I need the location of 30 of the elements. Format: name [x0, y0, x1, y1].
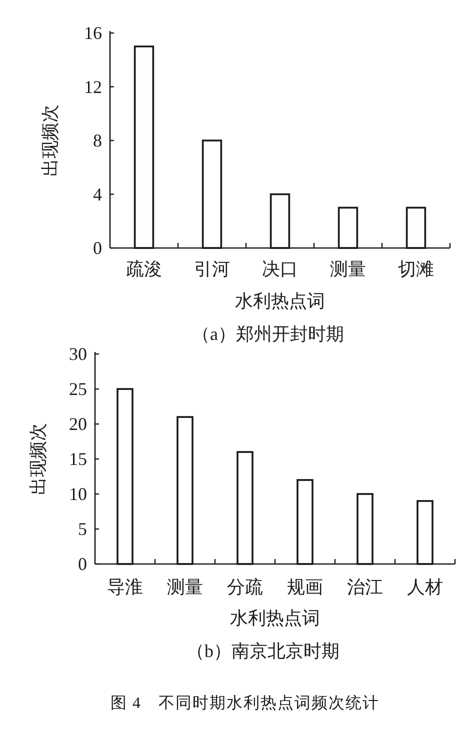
- y-tick-label: 0: [78, 554, 87, 574]
- x-tick-label: 疏浚: [126, 259, 162, 279]
- x-tick-label: 规画: [287, 577, 323, 597]
- x-tick-label: 测量: [167, 577, 203, 597]
- y-tick-label: 0: [93, 238, 102, 258]
- x-tick-label: 切滩: [398, 259, 434, 279]
- x-axis-title: 水利热点词: [235, 291, 325, 311]
- y-tick-label: 25: [69, 379, 87, 399]
- y-axis-title: 出现频次: [40, 104, 60, 176]
- caption: 图 4 不同时期水利热点词频次统计: [110, 694, 380, 712]
- x-axis-title: 水利热点词: [230, 608, 320, 628]
- x-tick-label: 导淮: [107, 577, 143, 597]
- text: （b）南京北京时期: [186, 641, 340, 661]
- x-tick-label: 分疏: [227, 577, 263, 597]
- x-tick-label: 测量: [330, 259, 366, 279]
- y-tick-label: 4: [93, 184, 102, 204]
- y-tick-label: 30: [69, 344, 87, 364]
- x-tick-label: 人材: [407, 577, 443, 597]
- y-tick-label: 12: [84, 76, 102, 97]
- y-tick-label: 15: [69, 449, 87, 469]
- y-tick-label: 20: [69, 414, 87, 434]
- x-tick-label: 决口: [262, 259, 298, 279]
- x-tick-label: 治江: [347, 577, 383, 597]
- y-tick-label: 8: [93, 130, 102, 150]
- x-tick-label: 引河: [194, 259, 230, 279]
- y-axis-title: 出现频次: [28, 423, 48, 495]
- y-tick-label: 10: [69, 484, 87, 504]
- y-tick-label: 16: [84, 23, 102, 43]
- y-tick-label: 5: [78, 519, 87, 539]
- text: （a）郑州开封时期: [192, 324, 344, 344]
